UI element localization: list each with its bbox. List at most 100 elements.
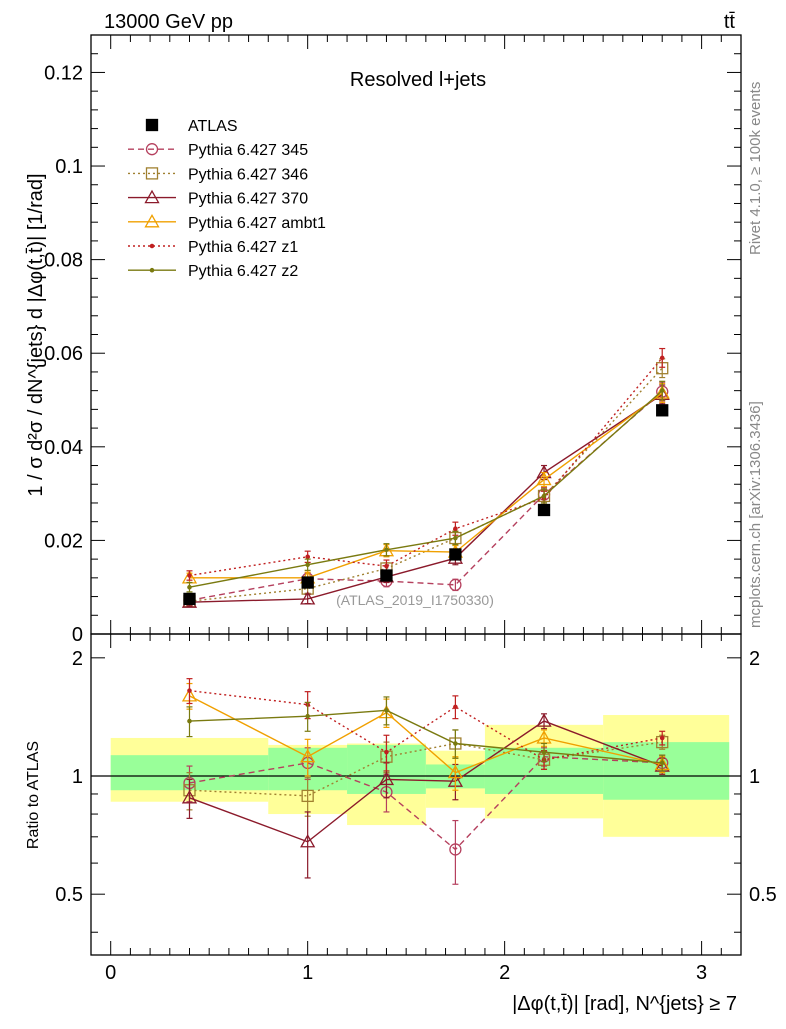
main-series-line: [189, 391, 663, 601]
ratio-axes: 0.5 0.5 1 1 2 2 0 1 2 3: [55, 633, 777, 984]
atlas-data-point: [183, 592, 196, 606]
legend-marker: [144, 213, 160, 228]
legend-entry: Pythia 6.427 345: [128, 142, 308, 159]
ratio-series-2: [181, 713, 670, 879]
ratio-series-group: [181, 678, 670, 885]
ratio-series-5: [186, 696, 666, 772]
x-tick-label: 0: [105, 962, 116, 984]
ratio-y-tick-label-right: 0.5: [749, 884, 777, 906]
main-point: [305, 554, 310, 560]
legend-label: Pythia 6.427 ambt1: [188, 215, 326, 232]
main-point: [449, 578, 462, 592]
legend-entry: Pythia 6.427 z1: [128, 239, 298, 256]
ratio-series-line: [189, 755, 663, 851]
main-title: Resolved l+jets: [350, 69, 486, 91]
ratio-point: [447, 764, 464, 779]
process-label: tt̄: [724, 11, 736, 33]
legend-marker: [149, 267, 155, 273]
ratio-point: [659, 760, 665, 766]
main-series-3: [181, 383, 670, 585]
main-point: [384, 547, 389, 553]
ratio-y-axis-label: Ratio to ATLAS: [25, 741, 42, 849]
main-point: [384, 563, 389, 569]
main-y-tick-label: 0.08: [44, 250, 83, 272]
main-point: [659, 388, 665, 393]
main-series-line: [189, 392, 663, 579]
legend-label: Pythia 6.427 370: [188, 191, 308, 208]
ratio-point: [378, 771, 395, 786]
legend-label: Pythia 6.427 346: [188, 166, 308, 183]
ratio-point: [305, 713, 310, 719]
ratio-point: [384, 749, 389, 755]
ratio-point: [301, 789, 314, 803]
main-point: [187, 573, 192, 578]
main-y-tick-label: 0.1: [55, 156, 83, 178]
main-point: [453, 526, 458, 532]
ratio-frame: [90, 633, 742, 956]
main-series-5: [186, 380, 666, 593]
x-axis-label: |Δφ(t,t̄)| [rad], N^{jets} ≥ 7: [512, 993, 737, 1015]
mcplots-label: mcplots.cern.ch [arXiv:1306.3436]: [747, 401, 764, 628]
atlas-data-point: [449, 548, 462, 561]
ratio-point: [536, 713, 552, 727]
legend-entry: Pythia 6.427 370: [128, 189, 308, 208]
main-y-tick-label: 0.04: [44, 437, 83, 459]
ratio-point: [541, 749, 547, 755]
atlas-data-point: [301, 576, 314, 589]
main-series-2: [181, 384, 670, 608]
x-tick-label: 1: [302, 962, 313, 984]
legend-entry: Pythia 6.427 ambt1: [128, 213, 326, 232]
ratio-point: [384, 708, 389, 713]
legend-label: ATLAS: [188, 118, 238, 135]
main-y-tick-label: 0.02: [44, 530, 83, 552]
ratio-point: [187, 688, 192, 693]
main-y-tick-label: 0.12: [44, 62, 83, 84]
main-point: [659, 355, 665, 361]
main-point: [536, 471, 552, 486]
ratio-point: [300, 748, 316, 763]
ratio-series-line: [189, 695, 663, 774]
analysis-watermark: (ATLAS_2019_I1750330): [336, 592, 494, 608]
main-point: [300, 591, 316, 605]
main-point: [305, 562, 310, 568]
main-series-line: [189, 393, 663, 603]
legend-marker: [145, 143, 159, 156]
ratio-y-tick-label: 0.5: [55, 884, 83, 906]
ratio-point: [181, 789, 198, 804]
legend-label: Pythia 6.427 z1: [188, 239, 298, 256]
main-series-1: [183, 358, 669, 608]
legend-entry: ATLAS: [145, 118, 238, 135]
atlas-data-points: [183, 404, 669, 606]
ratio-y-tick-label-right: 2: [749, 648, 760, 670]
main-series-0: [183, 381, 669, 607]
rivet-label: Rivet 4.1.0, ≥ 100k events: [747, 82, 764, 255]
main-y-axis-label: 1 / σ d²σ / dN^{jets} d |Δφ(t,t̄)| [1/ra…: [25, 173, 47, 496]
energy-label: 13000 GeV pp: [104, 11, 233, 33]
legend-entry: Pythia 6.427 z2: [128, 263, 298, 280]
ratio-point: [300, 833, 316, 848]
legend-label: Pythia 6.427 z2: [188, 263, 298, 280]
main-series-4: [186, 347, 666, 581]
main-point: [453, 535, 458, 541]
legend-entry: Pythia 6.427 346: [128, 166, 308, 183]
legend-label: Pythia 6.427 345: [188, 142, 308, 159]
main-series-line: [189, 357, 663, 577]
atlas-data-point: [656, 404, 669, 417]
ratio-series-line: [189, 689, 663, 761]
ratio-point: [187, 718, 192, 724]
ratio-series-line: [189, 720, 663, 843]
main-point: [541, 493, 547, 499]
ratio-y-tick-label: 2: [72, 648, 83, 670]
legend-marker: [145, 167, 159, 180]
ratio-point: [449, 843, 462, 856]
legend: ATLAS Pythia 6.427 345 Pythia 6.427 346 Pyt…: [128, 118, 326, 280]
main-y-tick-label: 0: [72, 624, 83, 646]
main-point: [187, 584, 192, 590]
ratio-point: [659, 735, 665, 741]
ratio-y-tick-label: 1: [72, 766, 83, 788]
atlas-data-point: [380, 569, 393, 582]
legend-marker: [145, 118, 159, 132]
ratio-point: [453, 741, 458, 746]
